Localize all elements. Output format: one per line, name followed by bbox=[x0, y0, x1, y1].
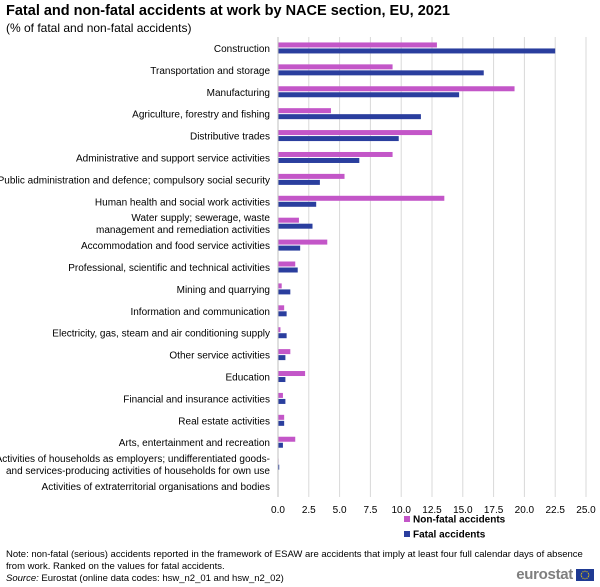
x-tick-label: 17.5 bbox=[484, 505, 504, 516]
x-tick-label: 22.5 bbox=[545, 505, 565, 516]
bar-fatal bbox=[278, 157, 360, 163]
source-text: Eurostat (online data codes: hsw_n2_01 a… bbox=[38, 573, 284, 584]
x-tick-label: 15.0 bbox=[453, 505, 473, 516]
bar-fatal bbox=[278, 442, 283, 448]
x-tick-label: 5.0 bbox=[333, 505, 347, 516]
source-label: Source: bbox=[6, 573, 39, 584]
category-label: Information and communication bbox=[130, 307, 270, 318]
bar-fatal bbox=[278, 223, 313, 229]
bar-non-fatal bbox=[278, 108, 331, 114]
bar-non-fatal bbox=[278, 283, 282, 289]
category-label: Distributive trades bbox=[190, 132, 270, 143]
category-label: Administrative and support service activ… bbox=[76, 153, 270, 164]
bar-non-fatal bbox=[278, 195, 445, 201]
bar-non-fatal bbox=[278, 239, 328, 245]
bar-fatal bbox=[278, 114, 421, 120]
bar-non-fatal bbox=[278, 173, 345, 179]
chart-subtitle: (% of fatal and non-fatal accidents) bbox=[6, 21, 192, 35]
category-label: Construction bbox=[214, 44, 270, 55]
category-label: Activities of extraterritorial organisat… bbox=[42, 482, 270, 493]
bar-chart: 0.0 2.5 5.0 7.5 10.0 12.5 15.0 17.5 20.0 22.5 25.0… bbox=[0, 37, 596, 541]
legend-label: Non-fatal accidents bbox=[413, 515, 506, 526]
bar-fatal bbox=[278, 267, 298, 273]
x-tick-label: 7.5 bbox=[363, 505, 377, 516]
x-tick-label: 0.0 bbox=[271, 505, 285, 516]
bar-non-fatal bbox=[278, 151, 393, 157]
x-tick-label: 25.0 bbox=[576, 505, 596, 516]
bar-fatal bbox=[278, 245, 301, 251]
category-label: Activities of households as employers; u… bbox=[0, 454, 270, 465]
bar-fatal bbox=[278, 179, 320, 185]
category-label: Financial and insurance activities bbox=[123, 394, 270, 405]
bar-non-fatal bbox=[278, 217, 299, 223]
category-label: Real estate activities bbox=[178, 416, 270, 427]
bar-non-fatal bbox=[278, 371, 306, 377]
category-label: Mining and quarrying bbox=[177, 285, 270, 296]
eurostat-logo-text: eurostat bbox=[516, 566, 573, 583]
category-label: Electricity, gas, steam and air conditio… bbox=[52, 329, 270, 340]
bar-non-fatal bbox=[278, 305, 285, 311]
bar-fatal bbox=[278, 48, 556, 54]
category-label: Education bbox=[226, 373, 270, 384]
category-label: management and remediation activities bbox=[96, 225, 270, 236]
x-tick-label: 12.5 bbox=[422, 505, 442, 516]
bar-non-fatal bbox=[278, 42, 437, 48]
bar-fatal bbox=[278, 464, 280, 470]
legend-swatch bbox=[404, 516, 410, 522]
bar-fatal bbox=[278, 420, 285, 426]
category-label: Human health and social work activities bbox=[95, 197, 270, 208]
bar-fatal bbox=[278, 289, 291, 295]
bar-fatal bbox=[278, 136, 399, 142]
category-label: Accommodation and food service activitie… bbox=[81, 241, 270, 252]
bar-fatal bbox=[278, 92, 460, 98]
bar-non-fatal bbox=[278, 64, 393, 70]
chart-title: Fatal and non-fatal accidents at work by… bbox=[6, 3, 450, 19]
bar-non-fatal bbox=[278, 86, 515, 92]
x-tick-label: 10.0 bbox=[391, 505, 411, 516]
eu-flag-icon bbox=[576, 568, 594, 581]
bar-non-fatal bbox=[278, 130, 432, 136]
bar-fatal bbox=[278, 377, 286, 383]
bar-non-fatal bbox=[278, 414, 285, 420]
bar-fatal bbox=[278, 70, 484, 76]
source-line: Source: Eurostat (online data codes: hsw… bbox=[6, 573, 284, 584]
bar-non-fatal bbox=[278, 327, 281, 333]
bar-non-fatal bbox=[278, 392, 283, 398]
category-label: Water supply; sewerage, waste bbox=[131, 213, 270, 224]
category-label: Arts, entertainment and recreation bbox=[119, 438, 270, 449]
category-label: Other service activities bbox=[169, 351, 270, 362]
legend-label: Fatal accidents bbox=[413, 530, 486, 541]
category-label: Transportation and storage bbox=[150, 66, 270, 77]
bar-fatal bbox=[278, 398, 286, 404]
bar-non-fatal bbox=[278, 261, 296, 267]
bar-fatal bbox=[278, 333, 287, 339]
eurostat-logo: eurostat bbox=[516, 566, 594, 583]
category-label: Professional, scientific and technical a… bbox=[68, 263, 270, 274]
footnote: Note: non-fatal (serious) accidents repo… bbox=[6, 549, 583, 572]
category-label: and services-producing activities of hou… bbox=[6, 466, 270, 477]
bar-fatal bbox=[278, 201, 317, 207]
bar-non-fatal bbox=[278, 436, 296, 442]
x-tick-label: 2.5 bbox=[302, 505, 316, 516]
legend-swatch bbox=[404, 531, 410, 537]
bar-fatal bbox=[278, 355, 286, 361]
category-label: Manufacturing bbox=[207, 88, 270, 99]
x-tick-label: 20.0 bbox=[515, 505, 535, 516]
category-label: Agriculture, forestry and fishing bbox=[132, 110, 270, 121]
category-label: Public administration and defence; compu… bbox=[0, 175, 270, 186]
bar-non-fatal bbox=[278, 349, 291, 355]
bar-fatal bbox=[278, 311, 287, 317]
